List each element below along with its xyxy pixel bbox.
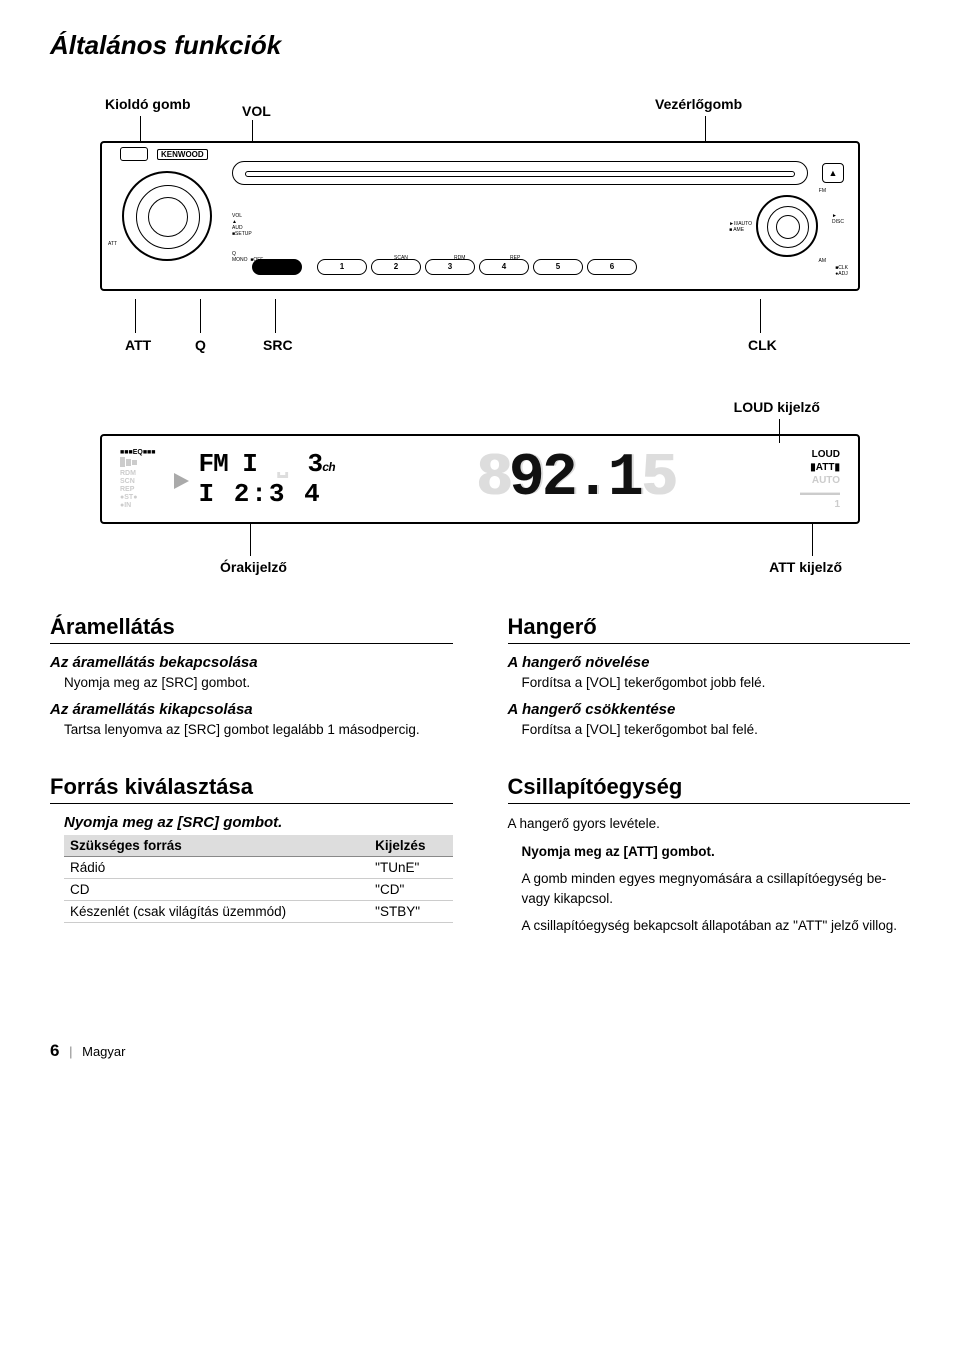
cell: "TUnE": [369, 857, 452, 879]
control-knob: [756, 195, 818, 257]
table-row: CD "CD": [64, 879, 453, 901]
volume-down-body: Fordítsa a [VOL] tekerőgombot bal felé.: [522, 720, 911, 740]
source-th1: Szükséges forrás: [64, 835, 369, 857]
lcd-scn: SCN: [120, 478, 156, 485]
volume-title: Hangerő: [508, 614, 911, 644]
label-q: Q: [195, 337, 206, 353]
preset-2: 2: [371, 259, 421, 275]
small-fm: FM: [819, 188, 826, 194]
lcd-frequency: 892.15: [350, 445, 800, 513]
small-att: ATT: [108, 241, 117, 247]
small-auto: ►II/AUTO■ AME: [729, 221, 752, 233]
lcd-ch: 3: [308, 449, 323, 479]
att-body1: A gomb minden egyes megnyomására a csill…: [522, 869, 911, 908]
volume-knob: [122, 171, 212, 261]
lcd-rep: REP: [120, 486, 156, 493]
volume-up-head: A hangerő növelése: [508, 654, 911, 671]
lcd-ch-suffix: ch: [322, 461, 334, 475]
table-row: Készenlét (csak világítás üzemmód) "STBY…: [64, 901, 453, 923]
src-button: [252, 259, 302, 275]
preset-5: 5: [533, 259, 583, 275]
cell: Készenlét (csak világítás üzemmód): [64, 901, 369, 923]
att-title: Csillapítóegység: [508, 774, 911, 804]
preset-1: 1: [317, 259, 367, 275]
cell: CD: [64, 879, 369, 901]
label-src: SRC: [263, 337, 293, 353]
cd-slot: [232, 161, 808, 185]
footer-lang: Magyar: [82, 1044, 125, 1059]
lcd-st: ●ST●: [120, 494, 156, 501]
small-disc: ►DISC: [832, 213, 844, 225]
eject-button: ▲: [822, 163, 844, 183]
source-title: Forrás kiválasztása: [50, 774, 453, 804]
section-power: Áramellátás Az áramellátás bekapcsolása …: [50, 614, 453, 739]
lcd-one: 1: [834, 499, 840, 510]
small-vol-aud: VOL▲AUD■SETUP: [232, 213, 252, 237]
radio-faceplate: KENWOOD ▲ VOL▲AUD■SETUP QMONO ■OFF ATT S…: [100, 141, 860, 291]
lcd-loud: LOUD: [812, 449, 840, 460]
label-loud-indicator: LOUD kijelző: [734, 399, 820, 415]
preset-buttons: 1 2 3 4 5 6: [317, 259, 637, 275]
section-volume: Hangerő A hangerő növelése Fordítsa a [V…: [508, 614, 911, 739]
cell: "STBY": [369, 901, 452, 923]
power-on-body: Nyomja meg az [SRC] gombot.: [64, 673, 453, 693]
power-off-body: Tartsa lenyomva az [SRC] gombot legalább…: [64, 720, 453, 740]
lcd-att: ▮ATT▮: [810, 462, 840, 473]
source-instr: Nyomja meg az [SRC] gombot.: [64, 814, 453, 831]
att-body2: A csillapítóegység bekapcsolt állapotába…: [522, 916, 911, 936]
page-footer: 6 | Magyar: [50, 1041, 910, 1061]
lcd-in: ●IN: [120, 502, 156, 509]
label-att-indicator: ATT kijelző: [769, 559, 842, 575]
table-row: Rádió "TUnE": [64, 857, 453, 879]
lcd-eq: EQ: [133, 449, 143, 456]
page-title: Általános funkciók: [50, 30, 910, 61]
label-att: ATT: [125, 337, 151, 353]
lcd-rdm: RDM: [120, 470, 156, 477]
section-source: Forrás kiválasztása Nyomja meg az [SRC] …: [50, 774, 453, 923]
label-clock-indicator: Órakijelző: [220, 559, 287, 575]
volume-down-head: A hangerő csökkentése: [508, 701, 911, 718]
lcd-clock: I 2:3 4: [199, 479, 335, 509]
section-attenuator: Csillapítóegység A hangerő gyors levétel…: [508, 774, 911, 936]
lcd-band: FM I: [199, 449, 257, 479]
cell: "CD": [369, 879, 452, 901]
lcd-auto: AUTO: [812, 475, 840, 486]
small-am: AM: [819, 258, 827, 264]
label-control-knob: Vezérlőgomb: [655, 96, 742, 112]
att-instr: Nyomja meg az [ATT] gombot.: [522, 842, 911, 862]
label-release: Kioldó gomb: [105, 96, 191, 112]
volume-up-body: Fordítsa a [VOL] tekerőgombot jobb felé.: [522, 673, 911, 693]
source-table: Szükséges forrás Kijelzés Rádió "TUnE" C…: [64, 835, 453, 923]
source-th2: Kijelzés: [369, 835, 452, 857]
release-tab: [120, 147, 148, 161]
att-lead: A hangerő gyors levétele.: [508, 814, 911, 834]
device-diagram: Kioldó gomb VOL Vezérlőgomb KENWOOD ▲ VO…: [50, 96, 910, 579]
power-title: Áramellátás: [50, 614, 453, 644]
label-vol: VOL: [242, 103, 271, 119]
page-number: 6: [50, 1041, 59, 1060]
preset-6: 6: [587, 259, 637, 275]
power-on-head: Az áramellátás bekapcsolása: [50, 654, 453, 671]
preset-3: 3: [425, 259, 475, 275]
brand-logo: KENWOOD: [157, 149, 208, 160]
lcd-display: ■■■ EQ ■■■ RDM SCN REP ●ST● ●IN FM I ⎵ 3…: [100, 434, 860, 524]
preset-4: 4: [479, 259, 529, 275]
power-off-head: Az áramellátás kikapcsolása: [50, 701, 453, 718]
cell: Rádió: [64, 857, 369, 879]
label-clk: CLK: [748, 337, 777, 353]
small-clk: ■CLK●ADJ: [835, 265, 848, 277]
